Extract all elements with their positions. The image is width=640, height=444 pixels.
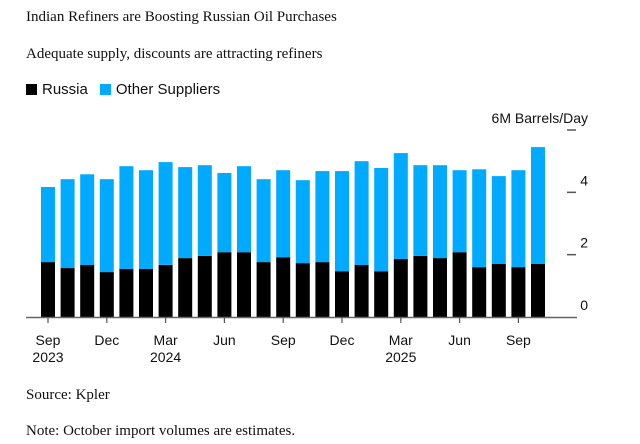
x-tick-label-month: Jun: [448, 332, 471, 348]
legend-item-other-suppliers: Other Suppliers: [99, 81, 221, 98]
x-tick-label-month: Dec: [330, 332, 355, 348]
bar-russia-jan-2024: [119, 269, 134, 317]
bar-other-suppliers-may-2024: [197, 165, 212, 256]
bar-other-suppliers-jan-2025: [354, 161, 369, 265]
bar-other-suppliers-oct-2025: [531, 147, 545, 264]
bar-other-suppliers-jul-2025: [472, 169, 487, 268]
bar-russia-sep-2025: [511, 267, 526, 317]
bar-other-suppliers-nov-2024: [315, 171, 330, 263]
bar-other-suppliers-dec-2023: [99, 179, 114, 273]
bar-russia-sep-2024: [276, 257, 291, 317]
bar-russia-dec-2024: [335, 271, 349, 317]
bar-other-suppliers-jul-2024: [237, 166, 251, 253]
bar-other-suppliers-apr-2024: [178, 167, 193, 259]
source-note: Source: Kpler: [26, 387, 110, 403]
bar-russia-aug-2024: [256, 262, 271, 317]
bar-other-suppliers-dec-2024: [335, 171, 349, 272]
bar-russia-mar-2024: [158, 265, 173, 317]
y-tick-label-2: 2: [580, 235, 588, 251]
legend-swatch-other-suppliers: [99, 84, 111, 95]
y-tick-label-6: 6M Barrels/Day: [492, 110, 588, 126]
x-tick-label-month: Dec: [94, 332, 119, 348]
legend-label-other-suppliers: Other Suppliers: [115, 81, 221, 98]
bar-russia-may-2025: [433, 258, 447, 317]
legend-item-russia: Russia: [26, 81, 88, 98]
bar-russia-jun-2024: [217, 252, 232, 317]
bar-other-suppliers-jun-2025: [452, 170, 467, 253]
bar-other-suppliers-feb-2025: [374, 168, 389, 272]
chart-subtitle: Adequate supply, discounts are attractin…: [26, 46, 323, 62]
x-tick-label-month: Jun: [213, 332, 236, 348]
bar-russia-apr-2024: [178, 258, 193, 317]
bar-other-suppliers-jan-2024: [119, 166, 134, 269]
bar-russia-oct-2025: [531, 264, 545, 317]
bar-other-suppliers-jun-2024: [217, 173, 232, 253]
x-tick-label-year: 2025: [385, 349, 416, 365]
bar-russia-feb-2024: [139, 269, 153, 317]
bars-group: [41, 147, 545, 317]
bar-other-suppliers-sep-2025: [511, 170, 526, 268]
bar-russia-jul-2024: [237, 252, 251, 317]
x-tick-label-month: Mar: [154, 332, 178, 348]
bar-other-suppliers-sep-2024: [276, 170, 291, 258]
bar-russia-dec-2023: [99, 272, 114, 317]
bar-other-suppliers-feb-2024: [139, 170, 153, 269]
x-tick-label-year: 2023: [32, 349, 63, 365]
x-tick-label-month: Mar: [389, 332, 413, 348]
bar-russia-may-2024: [197, 255, 212, 317]
bar-other-suppliers-aug-2024: [256, 179, 271, 263]
bar-other-suppliers-apr-2025: [413, 165, 428, 256]
chart-title: Indian Refiners are Boosting Russian Oil…: [26, 9, 337, 25]
bar-russia-jul-2025: [472, 267, 487, 317]
bar-russia-oct-2024: [295, 263, 310, 317]
x-tick-label-month: Sep: [36, 332, 61, 348]
bar-russia-nov-2023: [80, 265, 95, 317]
legend: Russia Other Suppliers: [26, 81, 232, 98]
bar-russia-oct-2023: [60, 268, 75, 317]
bar-russia-sep-2023: [41, 262, 55, 317]
bar-russia-aug-2025: [491, 264, 506, 317]
bar-other-suppliers-mar-2025: [393, 153, 408, 260]
x-tick-label-month: Sep: [506, 332, 531, 348]
y-tick-label-0: 0: [580, 297, 588, 313]
bar-russia-mar-2025: [393, 259, 408, 317]
y-tick-label-4: 4: [580, 172, 588, 188]
bar-russia-jun-2025: [452, 252, 467, 317]
x-tick-label-year: 2024: [150, 349, 181, 365]
bar-other-suppliers-may-2025: [433, 165, 447, 259]
footnote: Note: October import volumes are estimat…: [26, 423, 296, 439]
bar-russia-apr-2025: [413, 255, 428, 317]
bar-russia-feb-2025: [374, 271, 389, 317]
bar-other-suppliers-mar-2024: [158, 162, 173, 265]
y-axis: 0 2 4 6M Barrels/Day: [492, 110, 589, 313]
bar-other-suppliers-oct-2023: [60, 179, 75, 268]
bar-other-suppliers-aug-2025: [491, 176, 506, 264]
x-tick-label-month: Sep: [271, 332, 296, 348]
legend-label-russia: Russia: [42, 81, 88, 98]
bar-other-suppliers-nov-2023: [80, 174, 95, 265]
bar-russia-jan-2025: [354, 265, 369, 317]
bar-other-suppliers-oct-2024: [295, 180, 310, 264]
bar-russia-nov-2024: [315, 262, 330, 317]
legend-swatch-russia: [26, 84, 37, 95]
bar-other-suppliers-sep-2023: [41, 187, 55, 263]
